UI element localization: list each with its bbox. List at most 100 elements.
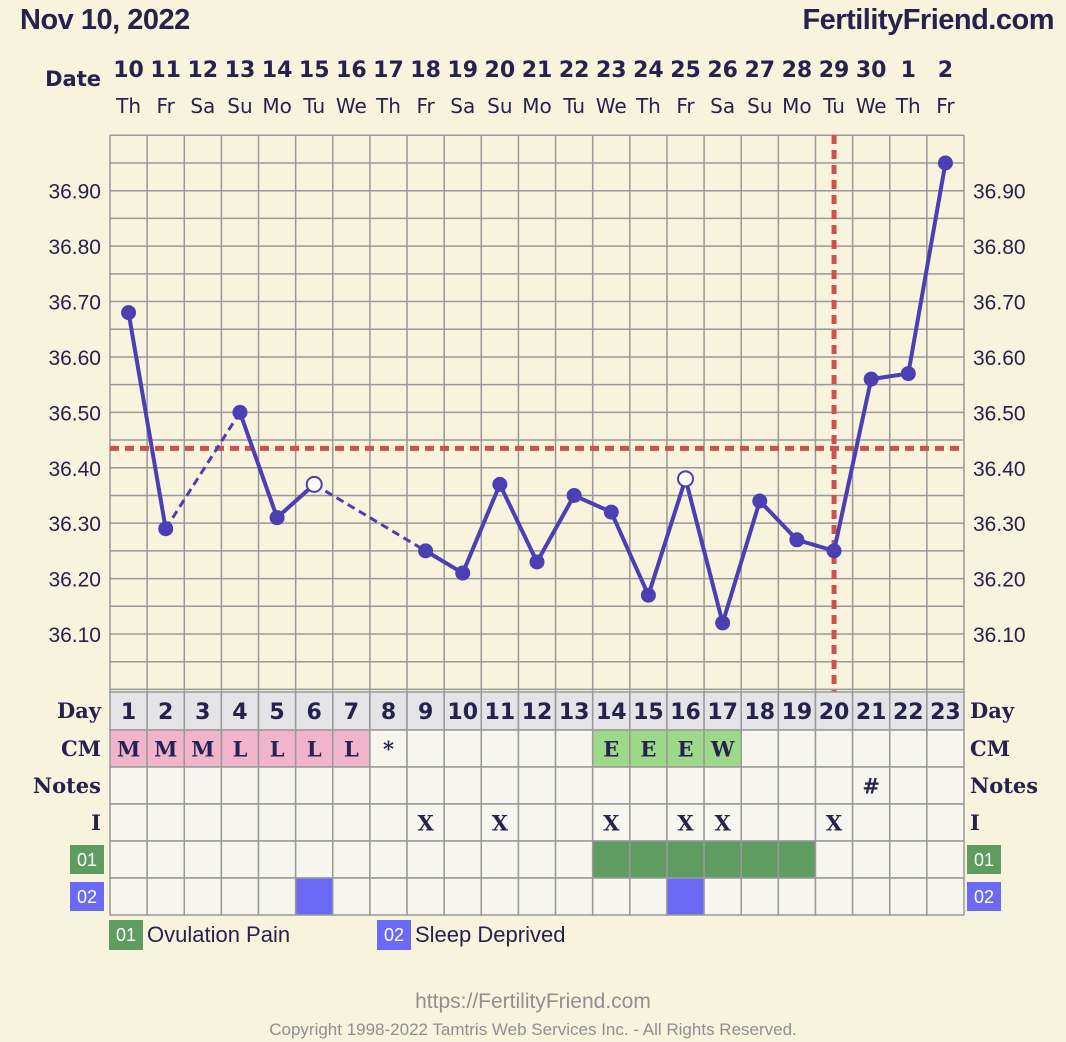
- temperature-point: [640, 587, 656, 603]
- intercourse-cell: [183, 803, 223, 842]
- y-tick-label-left: 36.60: [48, 347, 101, 370]
- day-value: 9: [418, 700, 433, 725]
- temperature-line: [535, 494, 576, 563]
- y-tick-label-left: 36.50: [48, 402, 101, 425]
- legend-01-label: Ovulation Pain: [147, 922, 291, 947]
- day-value: 5: [269, 700, 284, 725]
- weekday-label: Mo: [522, 94, 552, 118]
- date-label: 24: [633, 58, 664, 83]
- temperature-point: [418, 543, 434, 559]
- fertility-chart: Date 10Th11Fr12Sa13Su14Mo15Tu16We17Th18Fr…: [33, 58, 1038, 916]
- intercourse-cell: [369, 803, 408, 842]
- temperature-line: [832, 378, 874, 552]
- footer-url[interactable]: https://FertilityFriend.com: [415, 990, 651, 1013]
- intercourse-cell: [629, 803, 668, 842]
- site-name: FertilityFriend.com: [802, 4, 1054, 36]
- temperature-point: [455, 565, 471, 581]
- intercourse-cell: [109, 803, 148, 842]
- date-label: 23: [596, 58, 627, 83]
- date-label: 16: [336, 58, 367, 83]
- day-cell: [926, 691, 965, 731]
- cm-cell: [814, 729, 854, 768]
- legend-02-swatch: 02: [377, 920, 411, 950]
- intercourse-value: X: [603, 811, 620, 836]
- s02-cell: [443, 877, 483, 916]
- intercourse-cell: [554, 803, 594, 842]
- s02-cell: [294, 877, 334, 916]
- s01-cell: [926, 840, 965, 879]
- s01-cell: [480, 840, 520, 879]
- date-label: 22: [559, 58, 590, 83]
- s01-cell: [332, 840, 371, 879]
- temperature-line-dashed: [164, 411, 242, 530]
- y-tick-label-right: 36.80: [973, 236, 1026, 259]
- weekday-label: Tu: [562, 94, 585, 118]
- intercourse-cell: [294, 803, 334, 842]
- temperature-point: [900, 366, 916, 382]
- notes-cell: [406, 766, 445, 805]
- s01-cell: [777, 840, 817, 879]
- cm-cell: [220, 729, 260, 768]
- s02-cell: [183, 877, 223, 916]
- day-value: 16: [670, 700, 701, 725]
- cm-cell: [740, 729, 780, 768]
- s02-cell: [666, 877, 705, 916]
- cm-cell: [888, 729, 928, 768]
- legend-01-swatch: 01: [109, 920, 143, 950]
- s02-cell: [591, 877, 631, 916]
- date-label: 20: [485, 58, 516, 83]
- symptom-code-right: 01: [974, 850, 994, 870]
- s02-cell: [777, 877, 817, 916]
- s01-cell: [183, 840, 223, 879]
- s02-cell: [369, 877, 408, 916]
- intercourse-cell: [888, 803, 928, 842]
- date-label: 30: [856, 58, 887, 83]
- intercourse-row-label-right: I: [970, 810, 980, 835]
- intercourse-cell: [257, 803, 297, 842]
- day-value: 1: [121, 700, 136, 725]
- cm-cell: [591, 729, 631, 768]
- y-tick-label-left: 36.90: [48, 181, 101, 204]
- cm-cell: [443, 729, 483, 768]
- cm-row-label-right: CM: [970, 736, 1010, 761]
- intercourse-row-label-left: I: [91, 810, 101, 835]
- cm-cell: [703, 729, 742, 768]
- notes-cell: [926, 766, 965, 805]
- day-cell: [554, 691, 594, 731]
- cm-value: E: [603, 737, 619, 762]
- day-cell: [294, 691, 334, 731]
- y-tick-label-right: 36.10: [973, 624, 1026, 647]
- weekday-label: Sa: [450, 94, 475, 118]
- temperature-point: [232, 404, 248, 420]
- cm-value: *: [383, 737, 394, 762]
- temperature-point: [863, 371, 879, 387]
- weekday-label: We: [856, 94, 887, 118]
- day-value: 15: [633, 700, 664, 725]
- notes-cell: [814, 766, 854, 805]
- chart-date: Nov 10, 2022: [20, 4, 190, 36]
- s02-cell: [554, 877, 594, 916]
- s01-cell: [517, 840, 557, 879]
- intercourse-cell: [517, 803, 557, 842]
- date-label: 17: [373, 58, 404, 83]
- notes-cell: [740, 766, 780, 805]
- symptom-code-left: 01: [77, 850, 97, 870]
- intercourse-cell: [591, 803, 631, 842]
- temperature-point: [752, 493, 768, 509]
- notes-cell: [554, 766, 594, 805]
- s02-cell: [220, 877, 260, 916]
- date-label: 10: [113, 58, 144, 83]
- day-value: 17: [707, 700, 738, 725]
- cm-value: M: [191, 737, 214, 762]
- notes-cell: [777, 766, 817, 805]
- temperature-point: [677, 470, 695, 488]
- date-label: 21: [522, 58, 553, 83]
- notes-cell: [629, 766, 668, 805]
- symptom-code-box-right: [967, 845, 1001, 874]
- date-label: 1: [901, 58, 916, 83]
- y-tick-label-left: 36.70: [48, 292, 101, 315]
- cm-cell: [666, 729, 705, 768]
- weekday-label: Mo: [782, 94, 812, 118]
- symptom-code-box-left: [70, 845, 104, 874]
- notes-row-label-left: Notes: [33, 773, 101, 798]
